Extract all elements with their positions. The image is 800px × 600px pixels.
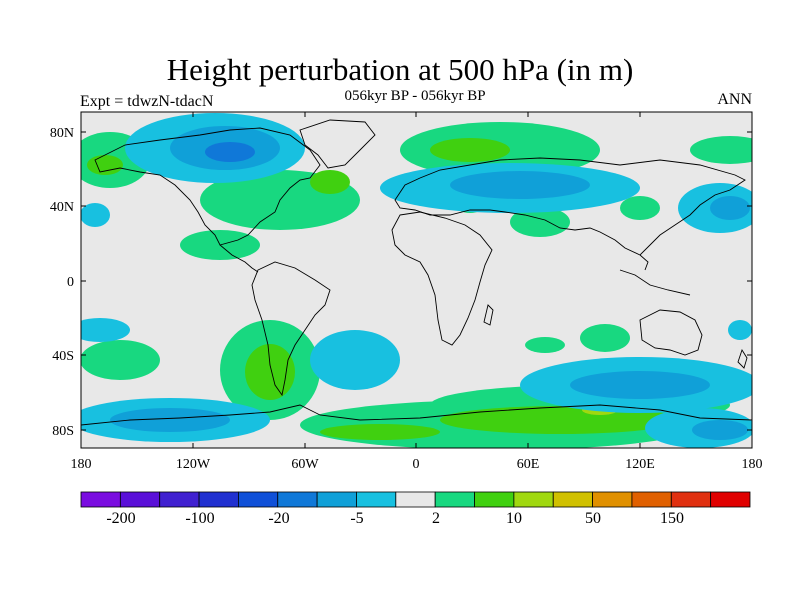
antarctica-coast	[81, 404, 752, 426]
colorbar-swatch	[80, 491, 121, 508]
colorbar-swatch	[159, 491, 200, 508]
colorbar-swatch	[434, 491, 475, 508]
colorbar-label: 150	[660, 510, 684, 527]
colorbar-swatch	[670, 491, 712, 508]
colorbar-swatch	[198, 491, 239, 508]
colorbar-label: -200	[106, 510, 135, 527]
central-america-coast	[219, 244, 259, 273]
colorbar	[80, 491, 751, 508]
page-title: Height perturbation at 500 hPa (in m)	[166, 52, 634, 87]
lon-tick-label: 60W	[291, 457, 319, 472]
australia-coast	[639, 309, 703, 356]
experiment-label: Expt = tdwzN-tdacN	[80, 93, 214, 110]
lat-tick-label: 40N	[50, 200, 74, 215]
season-label: ANN	[717, 91, 752, 108]
lat-tick-label: 0	[67, 275, 74, 290]
colorbar-label: 50	[585, 510, 601, 527]
colorbar-swatch	[631, 491, 672, 508]
greenland-coast	[299, 119, 376, 169]
lon-tick-label: 0	[413, 457, 420, 472]
madagascar-coast	[483, 304, 494, 326]
longitude-axis: 180 120W 60W 0 60E 120E 180	[71, 457, 763, 472]
lon-tick-label: 180	[742, 457, 763, 472]
subtitle: 056kyr BP - 056kyr BP	[344, 88, 486, 104]
colorbar-swatch	[552, 491, 593, 508]
africa-coast	[391, 211, 493, 346]
south-america-coast	[251, 261, 331, 397]
colorbar-swatch	[474, 491, 515, 508]
colorbar-swatch	[395, 491, 436, 508]
colorbar-swatch	[316, 491, 357, 508]
colorbar-labels: -200 -100 -20 -5 2 10 50 150	[106, 510, 684, 527]
colorbar-label: -20	[268, 510, 289, 527]
lon-tick-label: 120E	[625, 457, 655, 472]
map-frame-ticks	[81, 112, 752, 448]
map-frame	[80, 111, 753, 449]
lon-tick-label: 180	[71, 457, 92, 472]
strong-positive-anomaly-fields	[87, 138, 680, 440]
colorbar-label: -5	[350, 510, 363, 527]
colorbar-swatch	[592, 491, 633, 508]
lon-tick-label: 60E	[517, 457, 540, 472]
colorbar-label: -100	[185, 510, 214, 527]
colorbar-swatch	[356, 491, 397, 508]
strong-negative-anomaly-fields	[110, 126, 750, 440]
peak-negative-anomaly	[205, 142, 255, 162]
colorbar-swatch	[238, 491, 279, 508]
colorbar-label: 2	[432, 510, 440, 527]
maritime-continent-coast	[619, 254, 691, 296]
colorbar-label: 10	[506, 510, 522, 527]
coastlines	[81, 119, 752, 426]
lat-tick-label: 80S	[52, 424, 74, 439]
colorbar-swatch	[513, 491, 554, 508]
eurasia-coast	[394, 157, 746, 256]
lat-tick-label: 40S	[52, 349, 74, 364]
lon-tick-label: 120W	[176, 457, 211, 472]
new-zealand-coast	[737, 348, 748, 369]
lat-tick-label: 80N	[50, 126, 74, 141]
colorbar-swatch	[710, 491, 751, 508]
colorbar-swatch	[277, 491, 318, 508]
colorbar-swatch	[119, 491, 161, 508]
latitude-axis: 80N 40N 0 40S 80S	[50, 126, 74, 439]
north-america-coast	[94, 127, 321, 246]
